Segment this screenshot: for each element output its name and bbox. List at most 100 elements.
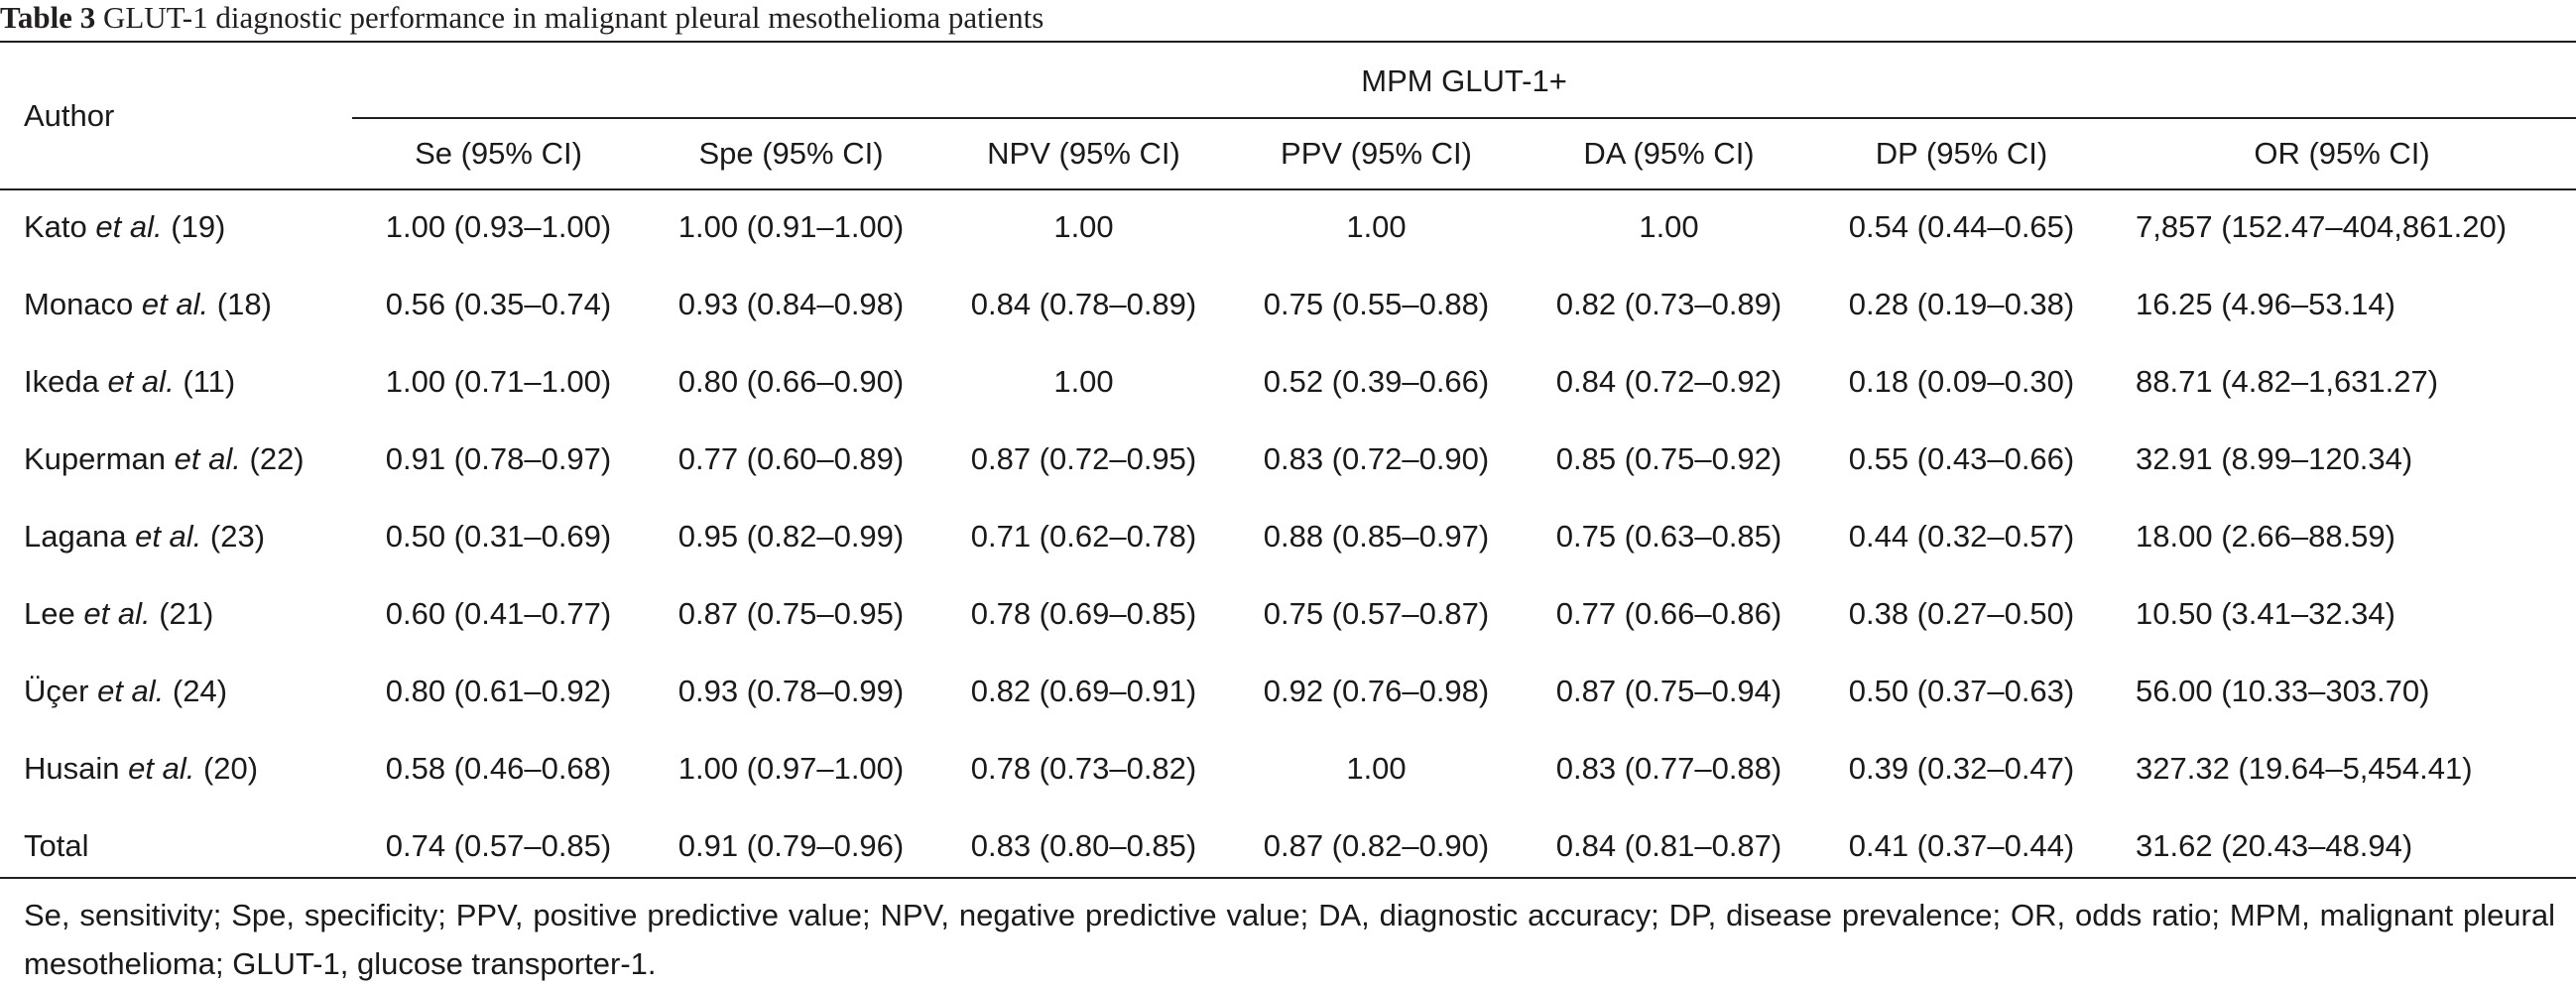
author-cell: Ikeda et al. (11) xyxy=(0,343,352,421)
column-header-ppv: PPV (95% CI) xyxy=(1281,136,1472,171)
cell-se: 0.91 (0.78–0.97) xyxy=(385,441,612,476)
cell-spe: 0.91 (0.79–0.96) xyxy=(677,828,905,863)
cell-npv: 1.00 xyxy=(1053,209,1114,244)
author-name: Kuperman xyxy=(24,441,167,476)
cell-ppv: 0.83 (0.72–0.90) xyxy=(1263,441,1490,476)
author-header: Author xyxy=(24,97,115,133)
author-name: Lee xyxy=(24,596,75,631)
reference-number: (18) xyxy=(216,287,272,321)
cell-spe: 0.93 (0.84–0.98) xyxy=(677,287,905,321)
cell-or: 7,857 (152.47–404,861.20) xyxy=(2136,209,2508,244)
author-name: Kato xyxy=(24,209,87,244)
table-row: Kuperman et al. (22) 0.91 (0.78–0.97) 0.77… xyxy=(0,421,2576,498)
column-header-se: Se (95% CI) xyxy=(415,136,582,171)
column-header-or: OR (95% CI) xyxy=(2254,136,2430,171)
cell-spe: 0.87 (0.75–0.95) xyxy=(677,596,905,631)
table-row: Üçer et al. (24) 0.80 (0.61–0.92) 0.93 (0.… xyxy=(0,653,2576,730)
column-header-dp: DP (95% CI) xyxy=(1875,136,2048,171)
cell-da: 0.83 (0.77–0.88) xyxy=(1555,751,1782,786)
cell-npv: 0.87 (0.72–0.95) xyxy=(970,441,1197,476)
column-header-npv: NPV (95% CI) xyxy=(987,136,1180,171)
reference-number: (22) xyxy=(249,441,305,476)
cell-se: 0.50 (0.31–0.69) xyxy=(385,519,612,554)
cell-da: 0.87 (0.75–0.94) xyxy=(1555,674,1782,708)
reference-number: (21) xyxy=(159,596,214,631)
cell-se: 0.80 (0.61–0.92) xyxy=(385,674,612,708)
author-name: Üçer xyxy=(24,674,89,708)
cell-se: 1.00 (0.71–1.00) xyxy=(385,364,612,399)
data-table: Author MPM GLUT-1+ Se (95% CI) Spe (95% … xyxy=(0,43,2576,885)
cell-spe: 1.00 (0.97–1.00) xyxy=(677,751,905,786)
et-al: et al. xyxy=(174,441,241,476)
cell-da: 0.82 (0.73–0.89) xyxy=(1555,287,1782,321)
table-body: Kato et al. (19) 1.00 (0.93–1.00) 1.00 (0.… xyxy=(0,188,2576,885)
cell-or: 18.00 (2.66–88.59) xyxy=(2136,519,2395,554)
table-row: Total 0.74 (0.57–0.85) 0.91 (0.79–0.96) 0.8… xyxy=(0,807,2576,885)
cell-spe: 0.93 (0.78–0.99) xyxy=(677,674,905,708)
cell-ppv: 0.75 (0.55–0.88) xyxy=(1263,287,1490,321)
cell-dp: 0.54 (0.44–0.65) xyxy=(1848,209,2075,244)
table-title: GLUT-1 diagnostic performance in maligna… xyxy=(102,0,1044,35)
cell-dp: 0.50 (0.37–0.63) xyxy=(1848,674,2075,708)
table-row: Ikeda et al. (11) 1.00 (0.71–1.00) 0.80 (0… xyxy=(0,343,2576,421)
et-al: et al. xyxy=(141,287,209,321)
cell-ppv: 0.52 (0.39–0.66) xyxy=(1263,364,1490,399)
cell-spe: 0.77 (0.60–0.89) xyxy=(677,441,905,476)
reference-number: (23) xyxy=(209,519,266,554)
cell-se: 0.74 (0.57–0.85) xyxy=(385,828,612,863)
cell-npv: 1.00 xyxy=(1053,364,1114,399)
reference-number: (11) xyxy=(183,364,236,399)
cell-ppv: 0.75 (0.57–0.87) xyxy=(1263,596,1490,631)
author-cell: Kuperman et al. (22) xyxy=(0,421,352,498)
reference-number: (24) xyxy=(172,674,228,708)
table-row: Lee et al. (21) 0.60 (0.41–0.77) 0.87 (0.7… xyxy=(0,575,2576,653)
cell-da: 0.75 (0.63–0.85) xyxy=(1555,519,1782,554)
cell-dp: 0.55 (0.43–0.66) xyxy=(1848,441,2075,476)
table-row: Lagana et al. (23) 0.50 (0.31–0.69) 0.95 (… xyxy=(0,498,2576,575)
cell-ppv: 0.92 (0.76–0.98) xyxy=(1263,674,1490,708)
cell-npv: 0.78 (0.73–0.82) xyxy=(970,751,1197,786)
reference-number: (19) xyxy=(171,209,226,244)
cell-da: 0.84 (0.81–0.87) xyxy=(1555,828,1782,863)
cell-npv: 0.83 (0.80–0.85) xyxy=(970,828,1197,863)
cell-or: 16.25 (4.96–53.14) xyxy=(2136,287,2395,321)
author-cell: Total xyxy=(0,807,352,885)
cell-npv: 0.71 (0.62–0.78) xyxy=(970,519,1197,554)
column-header-da: DA (95% CI) xyxy=(1583,136,1755,171)
cell-da: 0.84 (0.72–0.92) xyxy=(1555,364,1782,399)
cell-ppv: 0.88 (0.85–0.97) xyxy=(1263,519,1490,554)
table-row: Monaco et al. (18) 0.56 (0.35–0.74) 0.93 (… xyxy=(0,266,2576,343)
table-footnote: Se, sensitivity; Spe, specificity; PPV, … xyxy=(24,898,2555,981)
cell-se: 1.00 (0.93–1.00) xyxy=(385,209,612,244)
et-al: et al. xyxy=(83,596,151,631)
cell-or: 32.91 (8.99–120.34) xyxy=(2136,441,2413,476)
cell-spe: 0.95 (0.82–0.99) xyxy=(677,519,905,554)
et-al: et al. xyxy=(128,751,195,786)
cell-dp: 0.38 (0.27–0.50) xyxy=(1848,596,2075,631)
cell-spe: 1.00 (0.91–1.00) xyxy=(677,209,905,244)
cell-or: 88.71 (4.82–1,631.27) xyxy=(2136,364,2439,399)
author-cell: Monaco et al. (18) xyxy=(0,266,352,343)
cell-dp: 0.28 (0.19–0.38) xyxy=(1848,287,2075,321)
et-al: et al. xyxy=(97,674,165,708)
column-header-spe: Spe (95% CI) xyxy=(698,136,884,171)
cell-ppv: 1.00 xyxy=(1346,751,1407,786)
top-rule xyxy=(0,41,2576,43)
group-header: MPM GLUT-1+ xyxy=(1361,62,1567,98)
et-al: et al. xyxy=(135,519,202,554)
et-al: et al. xyxy=(95,209,163,244)
cell-or: 56.00 (10.33–303.70) xyxy=(2136,674,2430,708)
table-caption: Table 3 GLUT-1 diagnostic performance in… xyxy=(0,0,1043,36)
reference-number: (20) xyxy=(202,751,259,786)
cell-npv: 0.78 (0.69–0.85) xyxy=(970,596,1197,631)
author-cell: Kato et al. (19) xyxy=(0,188,352,266)
author-name: Ikeda xyxy=(24,364,99,399)
table-row: Husain et al. (20) 0.58 (0.46–0.68) 1.00 (… xyxy=(0,730,2576,807)
table-row: Kato et al. (19) 1.00 (0.93–1.00) 1.00 (0.… xyxy=(0,188,2576,266)
cell-dp: 0.41 (0.37–0.44) xyxy=(1848,828,2075,863)
cell-dp: 0.39 (0.32–0.47) xyxy=(1848,751,2075,786)
group-rule xyxy=(352,117,2576,119)
author-name: Monaco xyxy=(24,287,134,321)
cell-se: 0.60 (0.41–0.77) xyxy=(385,596,612,631)
table-label: Table 3 xyxy=(0,0,96,35)
